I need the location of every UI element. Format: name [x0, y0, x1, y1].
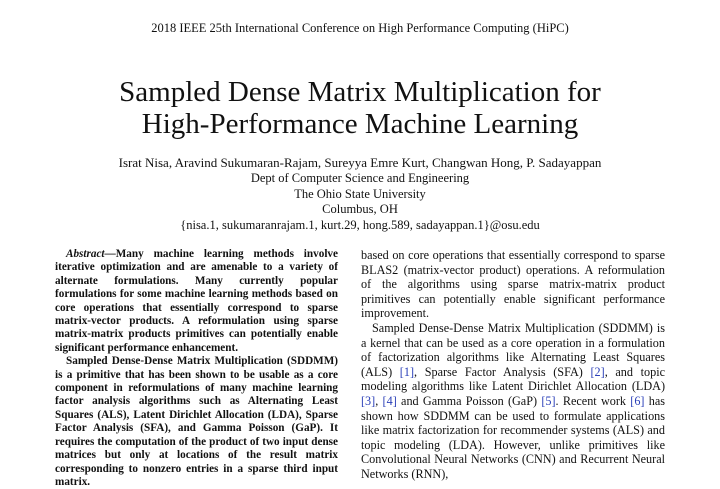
citation-link-1[interactable]: [1] — [399, 364, 415, 379]
paper-title: Sampled Dense Matrix Multiplication for … — [0, 76, 720, 140]
body-text: , Sparse Factor Analysis (SFA) — [414, 364, 591, 379]
citation-link-4[interactable]: [4] — [382, 393, 397, 408]
body-text: , — [375, 393, 383, 408]
citation-link-6[interactable]: [6] — [630, 393, 645, 408]
title-line-1: Sampled Dense Matrix Multiplication for — [119, 76, 601, 108]
abstract-column: Abstract—Many machine learning methods i… — [55, 248, 338, 489]
abstract-dash: — — [104, 248, 116, 260]
abstract-paragraph-2: Sampled Dense-Dense Matrix Multiplicatio… — [55, 355, 338, 488]
citation-link-2[interactable]: [2] — [590, 364, 605, 379]
body-text: Sampled Dense-Dense Matrix Multiplicatio… — [361, 320, 665, 379]
abstract-label: Abstract — [66, 248, 105, 260]
affiliation-department: Dept of Computer Science and Engineering — [250, 171, 470, 185]
abstract-text-1: Many machine learning methods involve it… — [55, 248, 338, 354]
abstract-paragraph-1: Abstract—Many machine learning methods i… — [55, 248, 338, 355]
title-line-2: High-Performance Machine Learning — [141, 108, 579, 140]
affiliation-block: Dept of Computer Science and Engineering… — [0, 171, 720, 233]
body-column-right: based on core operations that essentiall… — [361, 248, 665, 482]
affiliation-location: Columbus, OH — [322, 202, 398, 216]
citation-link-3[interactable]: [3] — [361, 393, 376, 408]
body-text: and Gamma Poisson (GaP) — [396, 393, 542, 408]
citation-link-5[interactable]: [5] — [541, 393, 556, 408]
body-text: , and topic modeling algorithms like Lat… — [361, 364, 665, 394]
affiliation-emails: {nisa.1, sukumaranrajam.1, kurt.29, hong… — [180, 217, 540, 232]
affiliation-university: The Ohio State University — [294, 186, 426, 201]
body-paragraph-2: Sampled Dense-Dense Matrix Multiplicatio… — [361, 321, 665, 482]
author-list: Israt Nisa, Aravind Sukumaran-Rajam, Sur… — [118, 155, 602, 170]
body-text: . Recent work — [555, 393, 631, 408]
body-paragraph-1: based on core operations that essentiall… — [361, 248, 665, 321]
conference-header: 2018 IEEE 25th International Conference … — [151, 21, 569, 35]
